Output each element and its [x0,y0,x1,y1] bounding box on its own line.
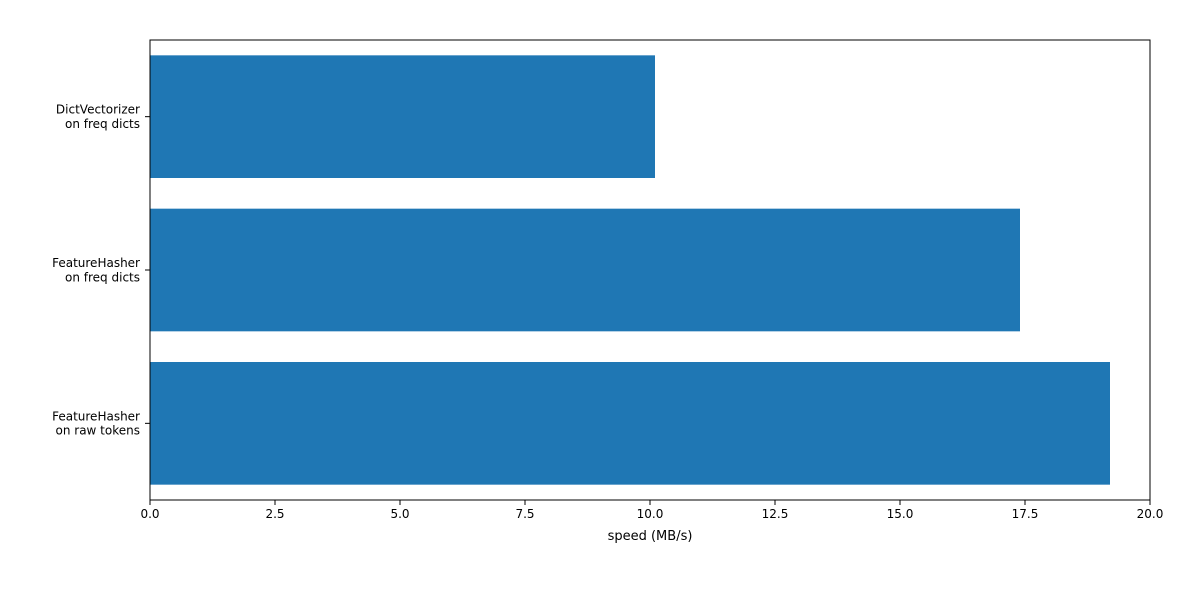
x-tick-label: 0.0 [140,507,159,521]
x-tick-label: 7.5 [515,507,534,521]
y-tick-label: FeatureHasheron raw tokens [52,409,140,437]
x-axis-label: speed (MB/s) [608,529,693,544]
x-tick-label: 12.5 [762,507,789,521]
x-tick-label: 2.5 [265,507,284,521]
x-tick-label: 10.0 [637,507,664,521]
x-tick-label: 17.5 [1012,507,1039,521]
x-tick-label: 15.0 [887,507,914,521]
y-tick-label: FeatureHasheron freq dicts [52,256,140,284]
y-tick-label: DictVectorizeron freq dicts [56,103,140,131]
bar [150,362,1110,485]
chart-container: 0.0 2.5 5.0 7.5 10.0 12.5 15.0 17.5 20.0 FeatureH… [0,0,1200,600]
x-tick-label: 5.0 [390,507,409,521]
bar [150,55,655,178]
barh-chart: 0.0 2.5 5.0 7.5 10.0 12.5 15.0 17.5 20.0 FeatureH… [0,0,1200,600]
x-tick-label: 20.0 [1137,507,1164,521]
bar [150,209,1020,332]
